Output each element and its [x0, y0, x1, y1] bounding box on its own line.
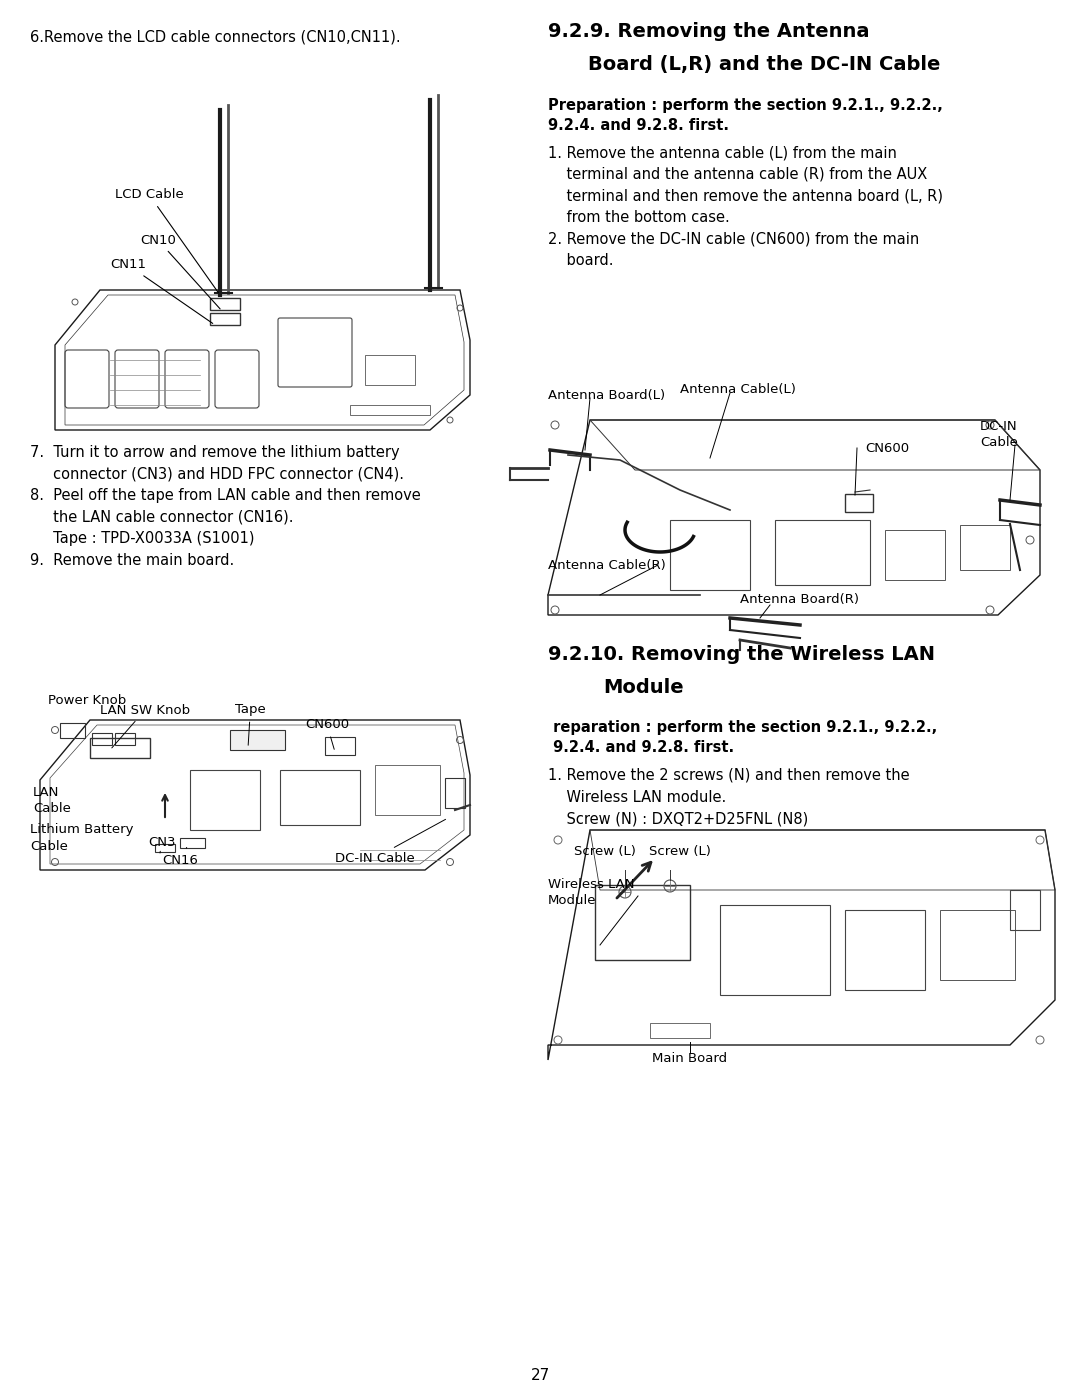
Text: Antenna Board(L): Antenna Board(L): [548, 388, 665, 401]
Text: Power Knob: Power Knob: [48, 693, 126, 707]
Text: CN600: CN600: [865, 441, 909, 454]
Text: Screw (L): Screw (L): [575, 845, 636, 859]
Text: 6.Remove the LCD cable connectors (CN10,CN11).: 6.Remove the LCD cable connectors (CN10,…: [30, 29, 401, 45]
Bar: [845, 495, 873, 511]
Bar: [365, 355, 415, 386]
Text: LCD Cable: LCD Cable: [114, 189, 218, 293]
Bar: [1010, 890, 1040, 930]
Bar: [92, 733, 112, 745]
Text: 9.2.10. Removing the Wireless LAN: 9.2.10. Removing the Wireless LAN: [548, 645, 935, 664]
Bar: [280, 770, 360, 826]
Bar: [350, 405, 430, 415]
Text: Tape: Tape: [235, 704, 266, 745]
Text: 27: 27: [530, 1368, 550, 1383]
Text: CN600: CN600: [305, 718, 349, 749]
Text: 9.2.9. Removing the Antenna: 9.2.9. Removing the Antenna: [548, 22, 869, 41]
Text: Antenna Cable(L): Antenna Cable(L): [680, 384, 796, 397]
Text: LAN SW Knob: LAN SW Knob: [100, 704, 190, 747]
Text: CN16: CN16: [162, 848, 198, 866]
Text: Screw (L): Screw (L): [649, 845, 711, 859]
Text: Main Board: Main Board: [652, 1052, 728, 1065]
Text: Lithium Battery
Cable: Lithium Battery Cable: [30, 823, 134, 852]
Text: Antenna Board(R): Antenna Board(R): [740, 594, 859, 606]
Bar: [650, 1023, 710, 1038]
Bar: [375, 766, 440, 814]
Bar: [60, 724, 85, 738]
Text: reparation : perform the section 9.2.1., 9.2.2.,
 9.2.4. and 9.2.8. first.: reparation : perform the section 9.2.1.,…: [548, 719, 937, 756]
Text: Module: Module: [603, 678, 684, 697]
Bar: [885, 529, 945, 580]
Bar: [720, 905, 831, 995]
Bar: [670, 520, 750, 590]
Text: 7.  Turn it to arrow and remove the lithium battery
     connector (CN3) and HDD: 7. Turn it to arrow and remove the lithi…: [30, 446, 421, 569]
Text: Wireless LAN
Module: Wireless LAN Module: [548, 877, 635, 907]
Text: CN10: CN10: [140, 233, 220, 309]
Text: Antenna Cable(R): Antenna Cable(R): [548, 559, 665, 571]
Bar: [190, 770, 260, 830]
Text: CN3: CN3: [148, 835, 175, 854]
Bar: [90, 738, 150, 759]
Text: 1. Remove the antenna cable (L) from the main
    terminal and the antenna cable: 1. Remove the antenna cable (L) from the…: [548, 145, 943, 268]
Text: DC-IN Cable: DC-IN Cable: [335, 819, 446, 865]
Text: DC-IN
Cable: DC-IN Cable: [980, 420, 1017, 450]
Bar: [325, 738, 355, 754]
Text: LAN
Cable: LAN Cable: [33, 785, 71, 814]
Text: CN11: CN11: [110, 258, 213, 324]
Bar: [940, 909, 1015, 981]
Text: Board (L,R) and the DC-IN Cable: Board (L,R) and the DC-IN Cable: [588, 54, 941, 74]
Bar: [230, 731, 285, 750]
Bar: [445, 778, 465, 807]
Text: 1. Remove the 2 screws (N) and then remove the
    Wireless LAN module.
    Scre: 1. Remove the 2 screws (N) and then remo…: [548, 768, 909, 826]
Bar: [775, 520, 870, 585]
Bar: [210, 313, 240, 326]
Bar: [845, 909, 924, 990]
Bar: [180, 838, 205, 848]
Text: Preparation : perform the section 9.2.1., 9.2.2.,
9.2.4. and 9.2.8. first.: Preparation : perform the section 9.2.1.…: [548, 98, 943, 133]
Bar: [210, 298, 240, 310]
Bar: [156, 844, 175, 852]
Bar: [595, 886, 690, 960]
Bar: [114, 733, 135, 745]
Bar: [960, 525, 1010, 570]
